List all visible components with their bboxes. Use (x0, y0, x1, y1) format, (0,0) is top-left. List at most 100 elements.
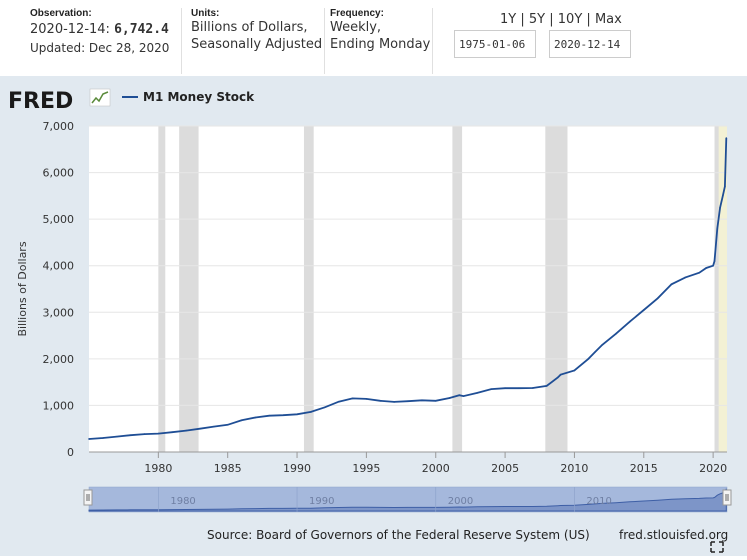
range-separator: | (549, 12, 554, 27)
data-point (724, 185, 726, 188)
data-point (559, 373, 562, 376)
x-tick-label: 2000 (422, 462, 450, 475)
data-point (254, 416, 257, 419)
x-tick-label: 1990 (283, 462, 311, 475)
units-line-1: Billions of Dollars, (191, 20, 308, 35)
data-point (705, 267, 707, 269)
range-1y-button[interactable]: 1Y (500, 12, 517, 27)
recession-band (545, 126, 568, 452)
range-max-button[interactable]: Max (594, 12, 622, 27)
navigator-left-handle[interactable] (83, 489, 93, 506)
data-point (323, 406, 326, 409)
observation-panel: Observation: 2020-12-14: 6,742.4 Updated… (30, 8, 169, 57)
data-point (712, 264, 714, 267)
info-bar: Observation: 2020-12-14: 6,742.4 Updated… (0, 0, 747, 76)
observation-label: Observation: (30, 8, 92, 19)
navigator-tick-label: 1980 (170, 496, 195, 507)
navigator-tick-label: 1990 (309, 496, 334, 507)
frequency-label: Frequency: (330, 8, 384, 19)
units-panel: Units: Billions of Dollars, Seasonally A… (191, 8, 322, 53)
divider (432, 8, 433, 74)
recession-shading (158, 126, 727, 452)
data-point (713, 260, 716, 262)
data-point (476, 392, 479, 394)
end-date-input[interactable] (549, 30, 631, 58)
x-tick-label: 2020 (699, 462, 727, 475)
y-tick-label: 0 (67, 446, 74, 459)
navigator-tick-label: 2000 (448, 496, 473, 507)
range-10y-button[interactable]: 10Y (557, 12, 583, 27)
navigator-ticks: 1980 1990 2000 2010 (157, 487, 612, 512)
x-tick-label: 1995 (352, 462, 380, 475)
x-tick-label: 2015 (630, 462, 658, 475)
y-tick-label: 5,000 (43, 213, 75, 226)
updated-text: Updated: Dec 28, 2020 (30, 41, 170, 55)
recession-band (158, 126, 166, 452)
data-point (545, 385, 548, 387)
data-point (556, 376, 559, 379)
x-axis: 1980 1985 1990 1995 2000 2005 2010 2015 2020 (144, 452, 727, 475)
data-point (656, 297, 659, 300)
recession-band (303, 126, 314, 452)
data-point (719, 206, 721, 209)
data-point (129, 434, 132, 437)
data-point (725, 137, 728, 139)
fred-logo[interactable]: FRED (8, 88, 111, 114)
recession-band (179, 126, 199, 452)
data-point (421, 399, 423, 402)
y-tick-label: 3,000 (43, 306, 75, 319)
data-point (594, 351, 597, 353)
start-date-input[interactable] (454, 30, 536, 58)
data-point (88, 438, 90, 440)
data-point (310, 411, 312, 413)
data-point (601, 344, 603, 346)
range-separator: | (586, 12, 591, 27)
y-tick-label: 1,000 (43, 399, 75, 412)
data-point (365, 398, 368, 400)
navigator-series (88, 488, 727, 512)
observation-line: 2020-12-14: 6,742.4 (30, 21, 169, 38)
data-point (351, 397, 354, 400)
observation-value: 6,742.4 (114, 22, 169, 37)
data-point (282, 414, 284, 417)
divider (324, 8, 325, 74)
range-buttons: 1Y | 5Y | 10Y | Max (500, 12, 622, 27)
data-point (213, 425, 215, 428)
divider (181, 8, 182, 74)
data-point (115, 435, 118, 438)
data-point (379, 399, 382, 402)
frequency-line-2: Ending Monday (330, 37, 431, 52)
data-point (448, 397, 451, 399)
series-line-m1 (88, 137, 728, 440)
highlight-band (715, 126, 727, 452)
data-point (407, 400, 409, 403)
data-point (670, 283, 673, 286)
navigator[interactable]: 1980 1990 2000 2010 (83, 486, 732, 513)
x-tick-label: 1985 (214, 462, 242, 475)
site-link[interactable]: fred.stlouisfed.org (619, 528, 728, 542)
fullscreen-icon[interactable] (710, 541, 724, 553)
data-point (199, 427, 201, 430)
frequency-panel: Frequency: Weekly, Ending Monday (330, 8, 430, 53)
recession-band (714, 126, 719, 452)
series-points (88, 137, 728, 440)
data-point (185, 429, 187, 432)
data-point (518, 387, 520, 389)
data-point (102, 437, 104, 439)
data-point (296, 413, 298, 416)
y-tick-label: 2,000 (43, 353, 75, 366)
data-point (490, 388, 493, 390)
navigator-tick-label: 2010 (586, 496, 611, 507)
units-line-2: Seasonally Adjusted (191, 37, 323, 52)
data-point (587, 358, 590, 360)
range-5y-button[interactable]: 5Y (528, 12, 546, 27)
legend: M1 Money Stock (122, 90, 255, 104)
data-point (642, 309, 645, 311)
data-point (337, 400, 340, 403)
data-point (458, 394, 461, 396)
range-separator: | (520, 12, 525, 27)
navigator-right-handle[interactable] (722, 489, 732, 506)
chart-svg: FRED M1 Money Stock 0 1,000 2,000 3,000 4,00… (8, 88, 732, 553)
y-axis: 0 1,000 2,000 3,000 4,000 5,000 6,000 7,000 (43, 120, 727, 459)
data-point (573, 369, 576, 372)
